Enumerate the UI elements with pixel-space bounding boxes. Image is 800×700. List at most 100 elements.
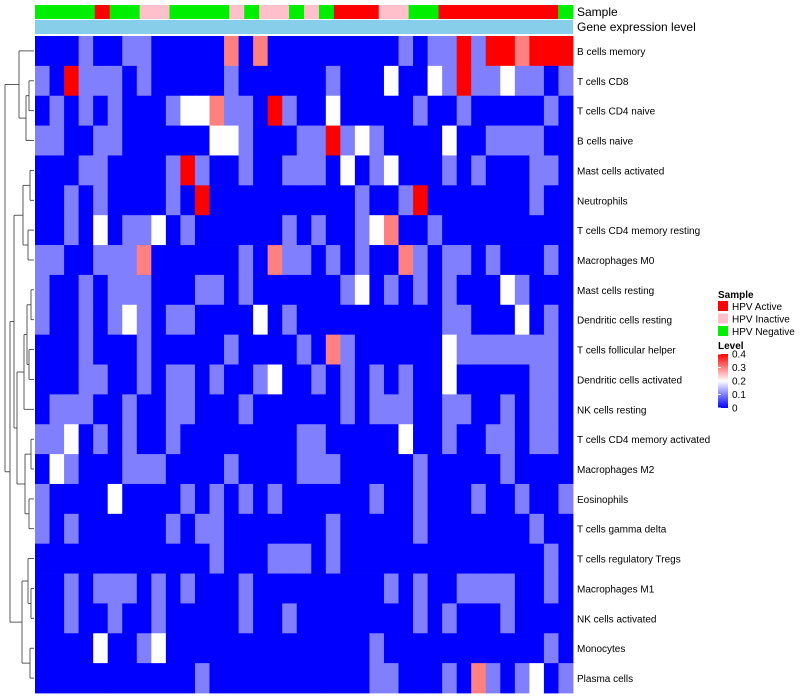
heatmap-cell [35, 394, 50, 425]
heatmap-cell [253, 573, 269, 604]
heatmap-cell [427, 513, 443, 545]
heatmap-cell [35, 125, 50, 156]
heatmap-cell [340, 663, 356, 694]
heatmap-cell [427, 334, 443, 365]
heatmap-cell [165, 245, 181, 276]
heatmap-cell [296, 603, 312, 634]
heatmap-cell [165, 663, 181, 694]
heatmap-cell [296, 394, 312, 425]
heatmap-cell [485, 155, 501, 186]
heatmap-cell [194, 394, 210, 425]
heatmap-cell [180, 663, 196, 694]
heatmap-cell [64, 483, 80, 515]
heatmap-cell [165, 454, 181, 485]
heatmap-cell [194, 424, 210, 455]
heatmap-cell [442, 245, 458, 276]
heatmap-cell [500, 663, 516, 694]
heatmap-cell [93, 304, 109, 336]
heatmap-cell [35, 543, 50, 574]
heatmap-cell [78, 36, 94, 67]
heatmap-cell [500, 543, 516, 574]
heatmap-cell [267, 36, 283, 67]
heatmap-cell [354, 633, 370, 664]
heatmap-cell [558, 633, 574, 664]
heatmap-cell [107, 185, 123, 216]
heatmap-cell [194, 304, 210, 336]
heatmap-cell [282, 304, 298, 336]
heatmap-cell [354, 543, 370, 574]
heatmap-cell [529, 185, 545, 216]
heatmap-cell [383, 603, 399, 634]
heatmap-cell [558, 274, 574, 306]
row-label: Mast cells activated [577, 166, 664, 177]
heatmap-cell [194, 245, 210, 276]
heatmap-cell [282, 245, 298, 276]
sample-annotation-cell [94, 5, 111, 19]
heatmap-cell [558, 543, 574, 574]
heatmap-cell [456, 185, 472, 216]
heatmap-cell [35, 663, 50, 694]
heatmap-cell [238, 633, 254, 664]
heatmap-cell [238, 394, 254, 425]
heatmap-cell [180, 304, 196, 336]
heatmap-cell [151, 663, 167, 694]
heatmap-cell [413, 663, 428, 694]
heatmap-cell [238, 424, 254, 455]
heatmap-cell [238, 36, 254, 67]
heatmap-cell [369, 364, 385, 395]
heatmap-cell [224, 185, 239, 216]
heatmap-cell [514, 334, 530, 365]
heatmap-cell [253, 663, 269, 694]
heatmap-cell [238, 334, 254, 365]
heatmap-cell [383, 36, 399, 67]
legend-swatch [718, 326, 728, 336]
heatmap-cell [93, 483, 109, 515]
heatmap-cell [383, 304, 399, 336]
heatmap-cell [238, 603, 254, 634]
heatmap-cell [354, 394, 370, 425]
heatmap-cell [442, 513, 458, 545]
heatmap-cell [107, 483, 123, 515]
heatmap-cell [413, 513, 428, 545]
sample-annotation-cell [154, 5, 170, 19]
heatmap-cell [253, 334, 269, 365]
heatmap-cell [253, 424, 269, 455]
row-label: B cells naive [577, 137, 634, 148]
heatmap-cell [151, 185, 167, 216]
heatmap-cell [64, 36, 80, 67]
heatmap-cell [369, 125, 385, 156]
heatmap-cell [194, 364, 210, 395]
heatmap-cell [427, 573, 443, 604]
heatmap-cell [194, 543, 210, 574]
heatmap-cell [485, 394, 501, 425]
heatmap-cell [427, 304, 443, 336]
heatmap-cell [485, 274, 501, 306]
heatmap-cell [558, 125, 574, 156]
heatmap-cell [296, 36, 312, 67]
heatmap-cell [354, 125, 370, 156]
heatmap-cell [558, 663, 574, 694]
heatmap-cell [64, 215, 80, 246]
heatmap-cell [49, 364, 65, 395]
sample-annotation-cell [318, 5, 335, 19]
heatmap-cell [383, 394, 399, 425]
heatmap-cell [369, 394, 385, 425]
heatmap-cell [529, 633, 545, 664]
heatmap-cell [282, 274, 298, 306]
heatmap-cell [442, 185, 458, 216]
heatmap-cell [340, 95, 356, 126]
heatmap-cell [296, 454, 312, 485]
heatmap-cell [180, 274, 196, 306]
heatmap-cell [427, 125, 443, 156]
heatmap-cell [282, 513, 298, 545]
heatmap-cell [35, 65, 50, 97]
heatmap-cell [267, 65, 283, 97]
heatmap-cell [224, 603, 239, 634]
heatmap-cell [49, 454, 65, 485]
heatmap-cell [514, 364, 530, 395]
heatmap-cell [180, 245, 196, 276]
heatmap-cell [485, 245, 501, 276]
heatmap-cell [456, 245, 472, 276]
heatmap-cell [543, 364, 559, 395]
heatmap-cell [383, 543, 399, 574]
